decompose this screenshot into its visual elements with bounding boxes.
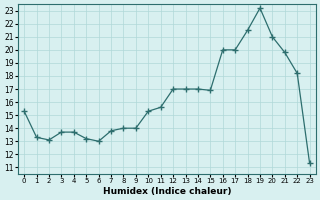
X-axis label: Humidex (Indice chaleur): Humidex (Indice chaleur) — [103, 187, 231, 196]
